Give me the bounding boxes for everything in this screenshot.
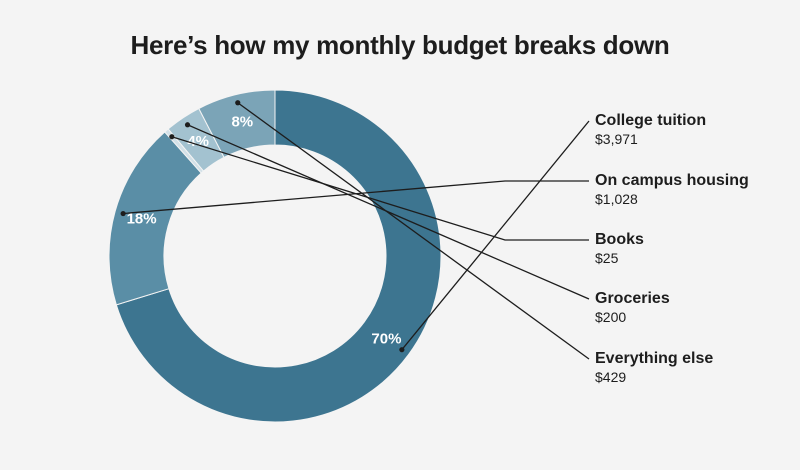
slice-name-everything-else: Everything else xyxy=(595,350,713,367)
slice-name-books: Books xyxy=(595,231,644,248)
donut-slices xyxy=(108,89,442,423)
slice-value-groceries: $200 xyxy=(595,309,626,325)
slice-value-everything-else: $429 xyxy=(595,369,626,385)
slice-college-tuition xyxy=(115,89,442,423)
slice-name-groceries: Groceries xyxy=(595,290,670,307)
percent-labels: 70% 18% 4% 8% xyxy=(127,113,402,347)
leader-line-college-tuition xyxy=(401,120,590,351)
leader-line-on-campus-housing xyxy=(123,180,589,215)
slice-value-college-tuition: $3,971 xyxy=(595,131,638,147)
chart-title: Here’s how my monthly budget breaks down xyxy=(130,30,670,60)
leader-dot-college-tuition xyxy=(399,347,405,353)
slice-labels: College tuition $3,971 On campus housing $1… xyxy=(595,112,749,385)
slice-value-on-campus-housing: $1,028 xyxy=(595,191,638,207)
percent-label-everything-else: 8% xyxy=(231,113,253,130)
leader-dot-groceries xyxy=(184,122,191,128)
percent-label-college-tuition: 70% xyxy=(371,330,401,347)
leader-lines xyxy=(120,100,590,360)
leader-line-everything-else xyxy=(237,102,590,360)
percent-label-on-campus-housing: 18% xyxy=(127,211,157,228)
leader-dot-everything-else xyxy=(235,100,241,106)
leader-line-books xyxy=(171,136,589,241)
slice-value-books: $25 xyxy=(595,250,619,266)
slice-name-college-tuition: College tuition xyxy=(595,112,706,129)
slice-name-on-campus-housing: On campus housing xyxy=(595,172,749,189)
leader-dot-books xyxy=(169,134,175,140)
leader-dot-on-campus-housing xyxy=(120,210,126,217)
slice-everything-else xyxy=(198,89,276,159)
percent-label-groceries: 4% xyxy=(187,133,209,150)
